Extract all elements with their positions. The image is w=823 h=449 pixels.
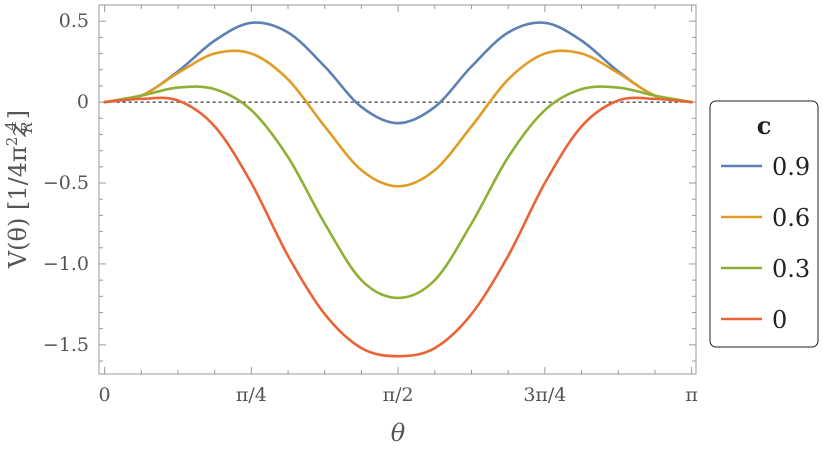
tick-marks bbox=[99, 4, 696, 374]
x-tick-label: 3π/4 bbox=[523, 384, 566, 406]
y-tick-labels: 0.5 0 −0.5 −1.0 −1.5 bbox=[43, 10, 89, 356]
legend-label: 0.6 bbox=[772, 204, 810, 232]
y-axis-title: V(θ) [1/4π2zR4] bbox=[2, 110, 36, 269]
x-tick-label: π/4 bbox=[236, 384, 267, 406]
y-tick-label: −1.5 bbox=[43, 334, 89, 356]
legend-box bbox=[709, 100, 819, 348]
x-tick-label: π/2 bbox=[383, 384, 414, 406]
legend-label: 0 bbox=[772, 306, 787, 334]
y-tick-label: −0.5 bbox=[43, 172, 89, 194]
y-tick-label: 0 bbox=[77, 91, 89, 113]
y-tick-label: −1.0 bbox=[43, 253, 89, 275]
legend-label: 0.9 bbox=[772, 153, 810, 181]
legend-title: c bbox=[757, 111, 772, 140]
x-tick-label: π bbox=[685, 384, 698, 406]
series-line-c-0.6 bbox=[103, 49, 693, 188]
legend: c 0.9 0.6 0.3 0 bbox=[709, 100, 819, 348]
series-line-c-0 bbox=[103, 96, 693, 358]
series-line-c-0.9 bbox=[103, 21, 693, 125]
series-layer bbox=[103, 21, 693, 358]
x-axis-title: θ bbox=[391, 419, 406, 447]
series-line-c-0.3 bbox=[103, 85, 693, 300]
x-tick-labels: 0 π/4 π/2 3π/4 π bbox=[99, 384, 698, 406]
legend-items: 0.9 0.6 0.3 0 bbox=[721, 153, 810, 334]
legend-label: 0.3 bbox=[772, 255, 810, 283]
plot-frame bbox=[98, 4, 697, 375]
x-tick-label: 0 bbox=[99, 384, 111, 406]
y-tick-label: 0.5 bbox=[59, 10, 89, 32]
